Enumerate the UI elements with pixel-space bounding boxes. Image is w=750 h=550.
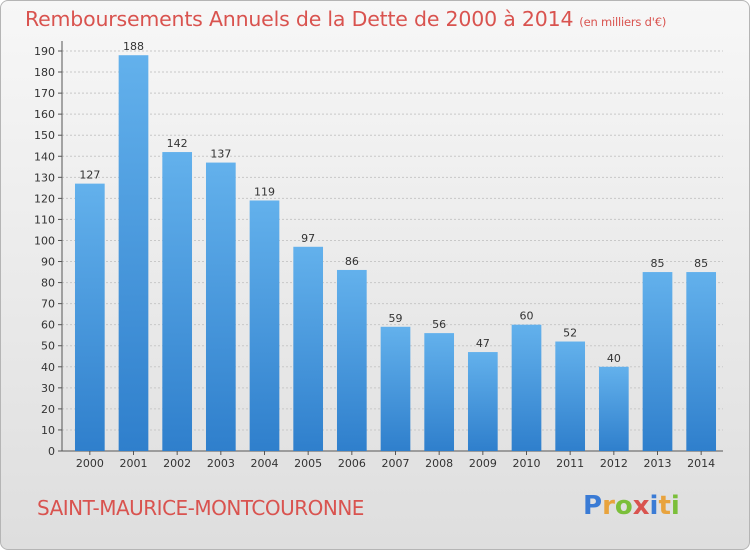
logo-letter: x [632, 491, 650, 521]
bar [380, 326, 411, 451]
y-tick-label: 110 [34, 213, 55, 226]
bar [511, 324, 542, 451]
value-label: 97 [301, 232, 315, 245]
bar [642, 272, 673, 451]
bar [118, 55, 149, 452]
y-tick-label: 120 [34, 192, 55, 205]
title-text: Remboursements Annuels de la Dette de 20… [25, 7, 574, 31]
value-label: 56 [432, 318, 446, 331]
bars: 127 188 142 137 119 97 86 59 56 47 60 52 40 85 85 [74, 40, 717, 452]
bar [467, 352, 498, 451]
value-label: 137 [210, 148, 231, 161]
y-tick-label: 180 [34, 66, 55, 79]
x-tick-label: 2009 [469, 457, 497, 470]
logo-letter: t [658, 491, 671, 521]
x-tick-label: 2013 [644, 457, 672, 470]
y-tick-label: 80 [41, 277, 55, 290]
x-tick-label: 2002 [163, 457, 191, 470]
value-label: 142 [167, 137, 188, 150]
value-label: 85 [651, 257, 665, 270]
bar [555, 341, 586, 451]
proxiti-logo[interactable]: Proxiti [583, 491, 680, 521]
value-label: 188 [123, 40, 144, 53]
value-label: 40 [607, 352, 621, 365]
bar [293, 246, 324, 451]
value-label: 127 [79, 169, 100, 182]
x-axis-labels: 2000 2001 2002 2003 2004 2005 2006 2007 2008 2009… [76, 451, 715, 470]
y-tick-label: 40 [41, 361, 55, 374]
y-tick-label: 150 [34, 129, 55, 142]
logo-letter: o [614, 491, 633, 521]
bar [598, 366, 629, 451]
x-tick-label: 2001 [120, 457, 148, 470]
y-tick-label: 100 [34, 234, 55, 247]
y-tick-label: 10 [41, 424, 55, 437]
bar [686, 272, 717, 451]
y-tick-label: 20 [41, 403, 55, 416]
x-tick-label: 2007 [382, 457, 410, 470]
value-label: 86 [345, 255, 359, 268]
logo-letter: i [649, 491, 659, 521]
x-tick-label: 2010 [513, 457, 541, 470]
value-label: 60 [520, 310, 534, 323]
chart-title: Remboursements Annuels de la Dette de 20… [25, 7, 666, 31]
value-label: 52 [563, 327, 577, 340]
logo-letter: r [602, 491, 615, 521]
y-tick-label: 160 [34, 108, 55, 121]
y-tick-label: 50 [41, 340, 55, 353]
x-tick-label: 2006 [338, 457, 366, 470]
y-tick-label: 0 [48, 445, 55, 458]
logo-letter: i [670, 491, 680, 521]
y-tick-label: 190 [34, 45, 55, 58]
logo-letter: P [583, 491, 603, 521]
y-tick-label: 70 [41, 298, 55, 311]
y-tick-label: 140 [34, 150, 55, 163]
x-tick-label: 2005 [294, 457, 322, 470]
bar [205, 162, 236, 451]
x-tick-label: 2008 [425, 457, 453, 470]
y-tick-label: 30 [41, 382, 55, 395]
x-tick-label: 2003 [207, 457, 235, 470]
x-tick-label: 2004 [251, 457, 279, 470]
y-axis: 0 10 20 30 40 50 60 70 80 90 100 110 120 130 140 150 160… [34, 41, 723, 458]
y-tick-label: 60 [41, 319, 55, 332]
value-label: 119 [254, 185, 275, 198]
y-tick-label: 90 [41, 256, 55, 269]
bar [162, 152, 193, 452]
x-tick-label: 2014 [687, 457, 715, 470]
commune-name: SAINT-MAURICE-MONTCOURONNE [37, 496, 364, 520]
unit-label: (en milliers d'€) [579, 15, 667, 29]
bar [424, 333, 455, 451]
bar [74, 183, 105, 451]
bar [336, 269, 367, 451]
bar [249, 200, 280, 451]
y-tick-label: 170 [34, 87, 55, 100]
value-label: 47 [476, 337, 490, 350]
x-tick-label: 2012 [600, 457, 628, 470]
y-tick-label: 130 [34, 171, 55, 184]
value-label: 85 [694, 257, 708, 270]
x-tick-label: 2011 [556, 457, 584, 470]
x-tick-label: 2000 [76, 457, 104, 470]
value-label: 59 [389, 312, 403, 325]
